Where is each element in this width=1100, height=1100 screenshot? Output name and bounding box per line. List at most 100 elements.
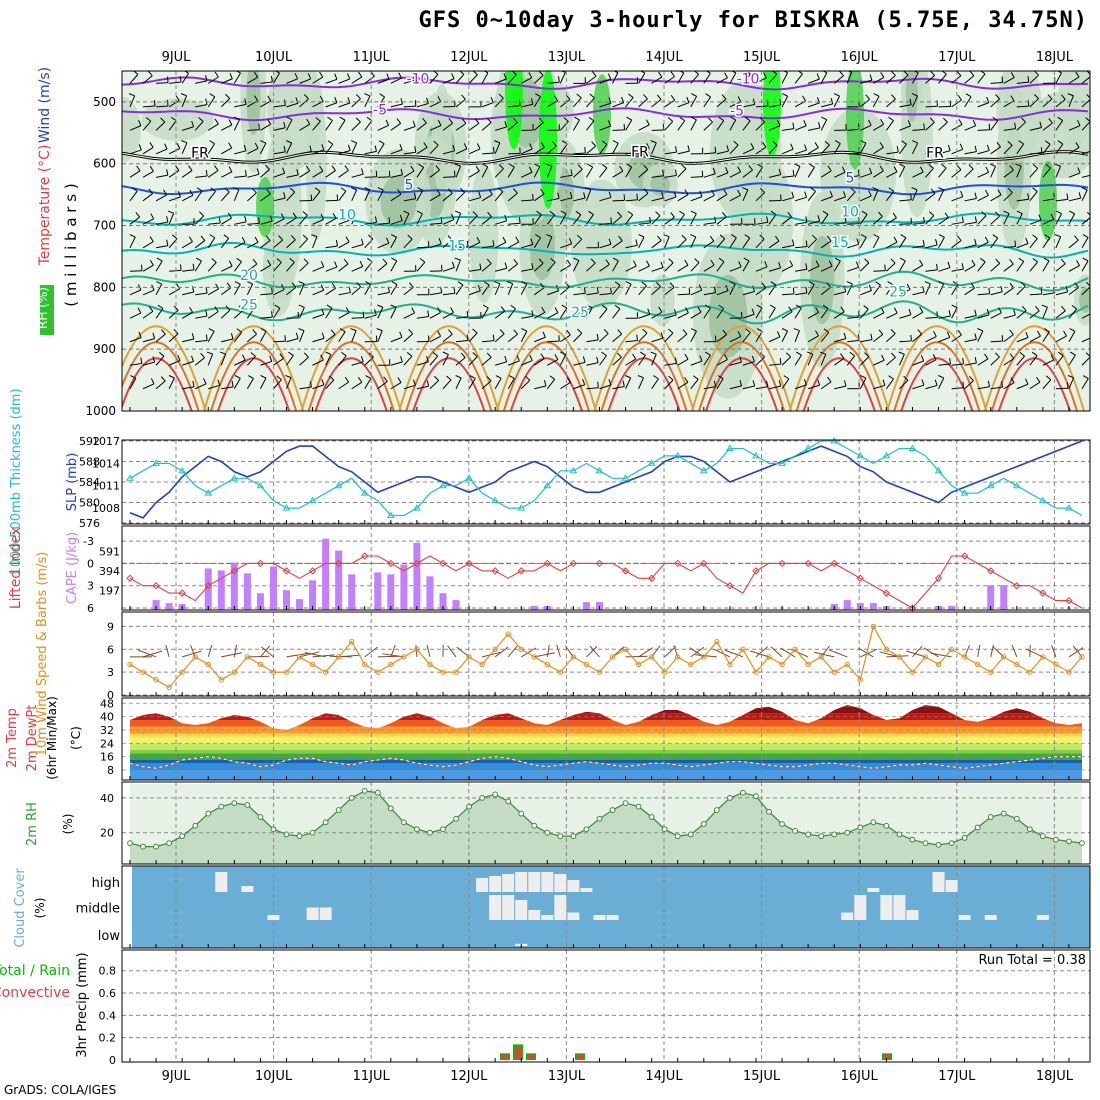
wind-barb bbox=[260, 328, 267, 332]
wind-barb bbox=[307, 73, 312, 80]
wind-barb bbox=[335, 240, 338, 247]
date-label-bottom: 16JUL bbox=[841, 1069, 879, 1084]
surface-isotherm bbox=[990, 341, 1078, 411]
wind-barb bbox=[890, 258, 896, 264]
wind-barb bbox=[214, 118, 219, 125]
cloud-level-label: middle bbox=[76, 902, 120, 917]
rh-blob bbox=[246, 71, 261, 136]
wind-barb bbox=[703, 354, 711, 366]
wind-barb bbox=[677, 381, 689, 390]
wind-barb bbox=[359, 260, 364, 267]
wind-barb bbox=[818, 121, 821, 129]
wind-barb bbox=[802, 95, 807, 102]
wind-barb bbox=[1019, 351, 1025, 357]
wind-barb bbox=[761, 282, 767, 289]
wind-barb bbox=[677, 150, 690, 155]
wind-barb bbox=[437, 307, 441, 313]
wind-barb bbox=[1061, 305, 1066, 312]
wind-barb bbox=[168, 333, 179, 343]
wind-barb bbox=[1020, 281, 1026, 287]
wind-speed-marker bbox=[844, 661, 850, 668]
slp-marker bbox=[595, 466, 604, 474]
wind-barb bbox=[533, 237, 542, 249]
wind-barb bbox=[142, 264, 154, 272]
wind-barb bbox=[207, 123, 219, 131]
wind-barb bbox=[912, 142, 919, 155]
wind-barb bbox=[893, 307, 898, 314]
wind-barb bbox=[205, 170, 208, 177]
rh2m-marker bbox=[1079, 840, 1085, 847]
temp-band bbox=[130, 750, 1082, 754]
wind-barb bbox=[469, 375, 476, 379]
wind-barb bbox=[677, 168, 687, 178]
wind-barb bbox=[283, 192, 286, 199]
wind-barb bbox=[690, 378, 699, 390]
wind-barb bbox=[768, 174, 781, 178]
wind-barb bbox=[645, 119, 650, 126]
surface-wind-barb bbox=[382, 653, 404, 658]
wind-barb bbox=[128, 93, 135, 97]
wind-barb bbox=[638, 377, 644, 389]
lifted-index-marker bbox=[674, 559, 682, 568]
wind-barb bbox=[729, 283, 736, 296]
wind-barb bbox=[840, 306, 845, 312]
wind-barb bbox=[795, 268, 808, 272]
wind-barb bbox=[273, 289, 285, 296]
wind-barb bbox=[981, 211, 987, 217]
temp-band bbox=[130, 706, 1082, 714]
wind-barb bbox=[210, 187, 216, 192]
wind-barb bbox=[1077, 167, 1081, 174]
wind-barb bbox=[608, 379, 612, 386]
wind-barb bbox=[442, 312, 454, 319]
wind-barb bbox=[312, 149, 325, 155]
surface-wind-barb bbox=[829, 649, 848, 658]
wind-barb bbox=[504, 214, 508, 221]
wind-barb bbox=[788, 306, 793, 313]
temp-band bbox=[130, 736, 1082, 744]
wind-barb bbox=[729, 266, 742, 272]
wind-barb bbox=[768, 267, 781, 272]
wind-barb bbox=[145, 117, 152, 122]
wind-barb bbox=[1025, 378, 1029, 385]
wind-barb bbox=[990, 98, 1000, 108]
wind-barb bbox=[132, 187, 138, 192]
wind-barb bbox=[312, 76, 324, 84]
surface-wind-barb bbox=[556, 644, 561, 658]
wind-barb bbox=[586, 387, 599, 390]
wind-barb bbox=[492, 334, 495, 341]
wind-barb bbox=[1074, 235, 1079, 241]
wind-barb bbox=[787, 211, 792, 218]
wind-barb bbox=[768, 363, 782, 366]
wind-barb bbox=[399, 143, 403, 150]
wind-barb bbox=[426, 356, 429, 363]
wind-barb bbox=[857, 169, 860, 176]
wind-barb bbox=[479, 263, 482, 270]
wind-barb bbox=[280, 213, 285, 220]
wind-barb bbox=[502, 236, 507, 243]
wind-barb bbox=[961, 263, 964, 270]
wind-barb bbox=[512, 117, 518, 123]
lifted-index-marker bbox=[934, 574, 943, 582]
wind-barb bbox=[188, 236, 193, 242]
wind-barb bbox=[1043, 328, 1050, 333]
wind-barb bbox=[768, 336, 781, 343]
wind-barb bbox=[246, 283, 254, 295]
wind-barb bbox=[585, 307, 593, 319]
temp-band bbox=[130, 720, 1082, 727]
wind-barb bbox=[298, 328, 305, 332]
wind-barb bbox=[808, 127, 820, 131]
wind-barb bbox=[1014, 122, 1017, 129]
wind-barb bbox=[737, 166, 742, 173]
wind-barb bbox=[924, 281, 931, 285]
rh2m-marker bbox=[244, 801, 251, 808]
wind-barb bbox=[658, 306, 663, 313]
wind-barb bbox=[977, 261, 986, 272]
wind-barb bbox=[899, 237, 907, 249]
wind-barb bbox=[403, 333, 414, 343]
wind-barb bbox=[560, 264, 571, 272]
wind-barb bbox=[868, 284, 872, 291]
wind-barb bbox=[403, 312, 415, 319]
rh2m-marker bbox=[974, 824, 981, 831]
wind-barb bbox=[612, 102, 624, 108]
date-label-bottom: 18JUL bbox=[1036, 1069, 1074, 1084]
